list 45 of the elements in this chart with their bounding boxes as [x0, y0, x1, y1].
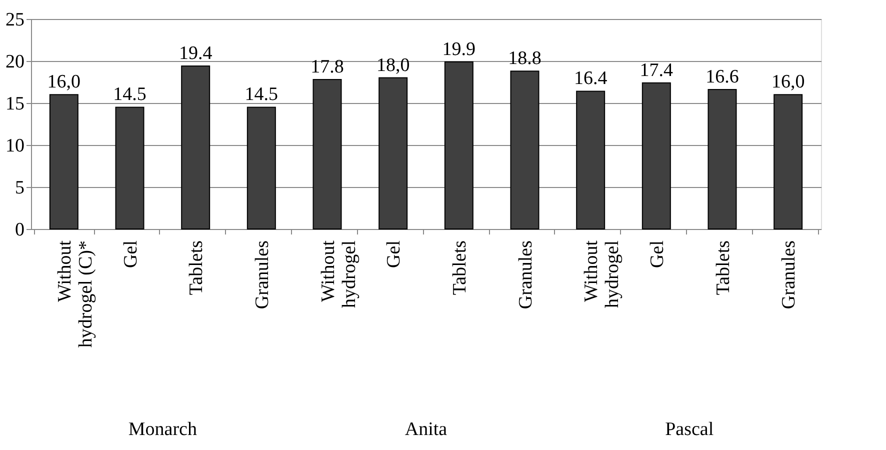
bar: [642, 82, 671, 230]
bar: [510, 70, 540, 230]
y-tick-label: 0: [15, 220, 24, 240]
data-label: 17.4: [640, 60, 674, 81]
x-tick-label: Tablets: [449, 240, 470, 296]
data-label: 16.4: [574, 68, 608, 90]
x-tick-label: Gel: [384, 240, 405, 268]
data-label: 18,0: [376, 54, 410, 76]
bar: [378, 77, 408, 230]
bar: [246, 106, 276, 230]
y-tick-label: 15: [6, 94, 24, 114]
bar: [576, 90, 606, 230]
x-tick-label: Granules: [515, 240, 536, 310]
bar: [312, 78, 342, 230]
bar: [774, 94, 803, 230]
bar: [115, 106, 144, 230]
data-label: 18.8: [508, 48, 542, 70]
text: Pascal: [665, 419, 714, 440]
x-tick-label: Without hydrogel: [581, 240, 624, 308]
x-tick-label: Tablets: [712, 240, 734, 296]
y-tick-label: 25: [6, 10, 24, 30]
data-label: 16,0: [47, 72, 81, 93]
bar: [49, 94, 78, 230]
bar: [444, 61, 474, 230]
text: Monarch: [128, 419, 198, 440]
y-tick-label: 20: [6, 52, 24, 72]
x-tick-label: Without hydrogel (C)*: [54, 240, 96, 348]
data-label: 14.5: [244, 84, 278, 106]
data-label: 14.5: [113, 84, 146, 106]
text: Anita: [404, 419, 448, 440]
data-label: 17.8: [310, 56, 344, 78]
x-tick-label: Tablets: [186, 240, 208, 296]
y-tick-label: 10: [6, 136, 24, 156]
x-tick-label: Gel: [646, 240, 668, 268]
x-tick-label: Granules: [252, 240, 273, 310]
data-label: 19.9: [442, 38, 476, 60]
data-label: 19.4: [178, 43, 213, 64]
y-tick-label: 5: [15, 178, 24, 198]
x-tick-label: Without hydrogel: [318, 240, 360, 308]
x-tick-label: Granules: [778, 240, 800, 310]
x-tick-label: Gel: [120, 240, 142, 268]
data-label: 16.6: [706, 66, 739, 88]
data-label: 16,0: [771, 72, 805, 93]
bar: [181, 66, 210, 230]
bar: [708, 89, 737, 230]
